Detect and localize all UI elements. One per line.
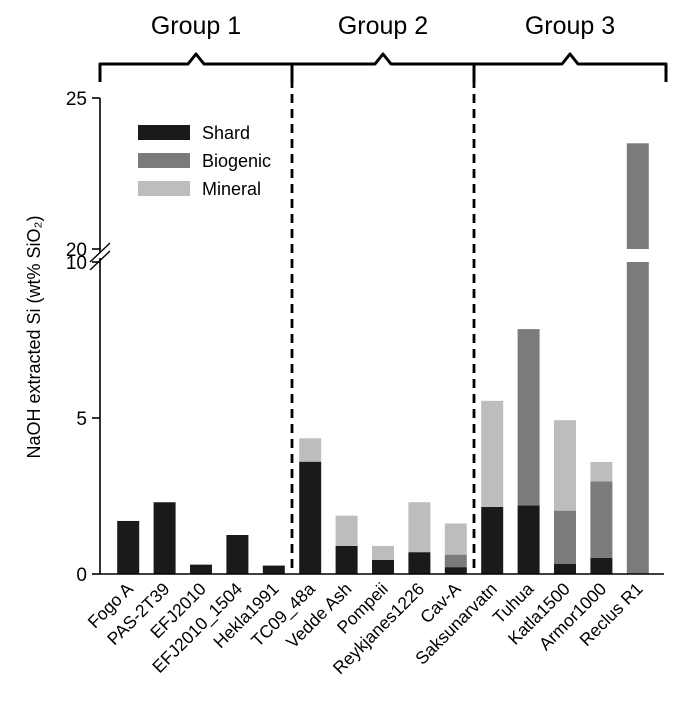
bar-mineral bbox=[335, 515, 358, 546]
bar-shard bbox=[554, 563, 576, 574]
group-bracket bbox=[290, 52, 476, 82]
bar-shard bbox=[262, 565, 285, 574]
group-label: Group 2 bbox=[338, 12, 428, 40]
bar-mineral bbox=[554, 420, 576, 511]
bar-mineral bbox=[444, 523, 467, 555]
bar-shard bbox=[153, 502, 176, 574]
bar-shard bbox=[444, 567, 467, 574]
legend-swatch-shard bbox=[138, 125, 190, 140]
axis-break-mark bbox=[89, 250, 111, 271]
bar-shard bbox=[190, 564, 212, 574]
y-tick-label: 5 bbox=[76, 409, 87, 430]
bar-biogenic bbox=[590, 481, 613, 558]
bar-shard bbox=[517, 505, 540, 574]
bar-shard bbox=[590, 557, 613, 574]
bar-shard bbox=[299, 461, 322, 574]
bar-mineral bbox=[590, 461, 613, 482]
bar-biogenic bbox=[444, 554, 467, 568]
bars bbox=[117, 143, 649, 574]
bar-biogenic bbox=[626, 143, 649, 249]
y-axis-label: NaOH extracted Si (wt% SiO₂) bbox=[24, 215, 44, 458]
bar-mineral bbox=[372, 545, 394, 560]
bar-shard bbox=[408, 552, 431, 574]
legend-label: Shard bbox=[202, 123, 250, 143]
legend: Shard Biogenic Mineral bbox=[138, 123, 271, 199]
group-bracket bbox=[98, 52, 294, 82]
bar-biogenic bbox=[554, 510, 576, 564]
y-tick-label: 0 bbox=[76, 565, 87, 586]
bar-shard bbox=[481, 506, 504, 574]
group-brackets: Group 1 Group 2 Group 3 bbox=[98, 12, 668, 82]
group-label: Group 3 bbox=[525, 12, 615, 40]
bar-biogenic bbox=[517, 329, 540, 506]
y-tick-label: 20 bbox=[66, 240, 87, 261]
bar-mineral bbox=[481, 400, 504, 507]
bar-biogenic bbox=[626, 262, 649, 574]
group-bracket bbox=[472, 52, 668, 82]
axis-break-mark bbox=[89, 242, 111, 263]
y-tick-label: 25 bbox=[66, 89, 87, 110]
bar-mineral bbox=[299, 438, 322, 462]
group-dividers bbox=[290, 64, 476, 574]
group-label: Group 1 bbox=[151, 12, 241, 40]
legend-swatch-biogenic bbox=[138, 153, 190, 168]
bar-shard bbox=[372, 559, 394, 574]
bar-mineral bbox=[408, 502, 431, 553]
legend-swatch-mineral bbox=[138, 181, 190, 196]
legend-label: Mineral bbox=[202, 179, 261, 199]
legend-label: Biogenic bbox=[202, 151, 271, 171]
bar-shard bbox=[117, 520, 140, 574]
bar-shard bbox=[335, 545, 358, 574]
y-tick-label: 10 bbox=[66, 253, 87, 274]
category-labels: Fogo APAS-2T39EFJ2010EFJ2010_1504Hekla19… bbox=[84, 578, 647, 678]
bar-shard bbox=[226, 535, 249, 574]
